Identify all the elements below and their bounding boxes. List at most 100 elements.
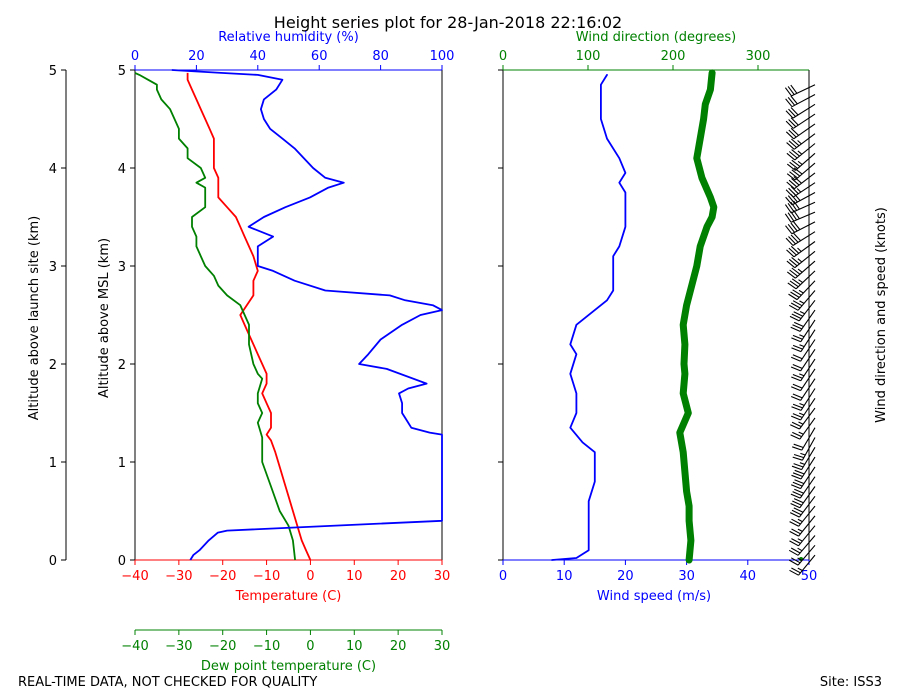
- wind-barb-feather: [789, 171, 798, 179]
- wind-barb-staff: [790, 211, 816, 223]
- wind-barb: [788, 544, 816, 566]
- wind-barb-feather: [784, 213, 792, 223]
- wind-barb: [791, 329, 816, 353]
- dewpoint-tick-label: −10: [253, 639, 280, 654]
- temperature-tick-label: 30: [434, 569, 451, 584]
- wind-barb: [785, 231, 816, 246]
- wind-barb-feather: [790, 245, 800, 254]
- launch-tick-label: 5: [49, 64, 57, 79]
- wind-barb-feather: [785, 131, 795, 140]
- wind-barb-feather: [792, 373, 803, 379]
- wind-barb-half-feather: [797, 150, 803, 155]
- wind-barb-staff: [797, 535, 816, 556]
- wind-barb-feather: [790, 356, 801, 362]
- wind-barb-feather: [786, 173, 796, 181]
- wind-barb-feather: [792, 363, 803, 369]
- wind-barb: [791, 447, 816, 471]
- wind-speed-tick-label: 20: [617, 569, 634, 584]
- temperature-tick-label: 20: [390, 569, 407, 584]
- wind-barb-feather: [785, 98, 793, 108]
- launch-tick-label: 3: [49, 260, 57, 275]
- wind-barb-feather: [788, 151, 798, 159]
- wind-barb-feather: [791, 149, 800, 157]
- wind-barb-half-feather: [798, 431, 804, 435]
- wind-barb-feather: [791, 347, 802, 353]
- wind-barb-feather: [792, 289, 802, 296]
- wind-barb-feather: [794, 469, 805, 475]
- wind-barb-feather: [789, 315, 800, 322]
- wind-barb-feather: [787, 282, 797, 290]
- wind-barb-staff: [800, 378, 816, 401]
- wind-barb-staff: [800, 368, 816, 391]
- wind-barb-feather: [790, 434, 801, 440]
- wind-barb-feather: [791, 337, 802, 343]
- wind-barb-feather: [791, 474, 802, 480]
- temperature-axis-label: Temperature (C): [235, 589, 342, 604]
- wind-barb-feather: [790, 493, 801, 499]
- wind-barb-feather: [789, 280, 799, 288]
- wind-barb: [790, 378, 816, 401]
- wind-barb-feather: [787, 86, 795, 95]
- wind-barb: [791, 456, 816, 480]
- wind-barb-feather: [791, 278, 801, 286]
- thermo-panel: 0 1 2 3 4 5 Altitude above MSL (km) 0 1 2 3 4 5 Altit…: [27, 30, 454, 674]
- wind-barb-staff: [796, 280, 816, 300]
- wind-barb-feather: [792, 344, 803, 350]
- wind-barb: [786, 162, 816, 181]
- wind-barb: [786, 143, 816, 161]
- wind-barb-staff: [799, 309, 816, 332]
- wind-barb-feather: [791, 528, 801, 535]
- wind-barb: [790, 309, 816, 332]
- wind-barb-half-feather: [797, 567, 803, 571]
- wind-barb-feather: [790, 366, 801, 372]
- wind-barb-staff: [799, 417, 816, 440]
- wind-barb-half-feather: [799, 300, 805, 304]
- wind-barb-feather: [791, 376, 801, 382]
- dewpoint-line: [134, 72, 296, 561]
- launch-tick-label: 2: [49, 358, 57, 373]
- wind-barb-feather: [786, 152, 796, 161]
- wind-barb-feather: [793, 221, 801, 230]
- wind-barb-feather: [785, 189, 794, 198]
- wind-barb-staff: [800, 466, 816, 489]
- wind-barb-feather: [790, 117, 799, 126]
- wind-barb-feather: [793, 463, 804, 468]
- wind-barb-half-feather: [799, 344, 805, 348]
- wind-barb-feather: [791, 313, 802, 319]
- wind-speed-tick-label: 40: [740, 569, 757, 584]
- dewpoint-tick-label: −20: [209, 639, 236, 654]
- wind-barb-staff: [799, 407, 816, 430]
- wind-barb-feather: [792, 491, 803, 497]
- wind-barb-feather: [792, 472, 803, 478]
- dewpoint-tick-label: 30: [434, 639, 451, 654]
- wind-barb-feather: [788, 304, 799, 311]
- rh-tick-label: 40: [250, 49, 267, 64]
- wind-barb-feather: [784, 204, 792, 214]
- wind-barb-feather: [793, 311, 804, 317]
- wind-barb-feather: [790, 95, 798, 105]
- wind-barb-feather: [788, 236, 796, 245]
- msl-tick-label: 1: [118, 456, 126, 471]
- rh-tick-label: 20: [188, 49, 205, 64]
- wind-speed-tick-label: 30: [678, 569, 695, 584]
- wind-barb-feather: [786, 260, 796, 269]
- wind-barb-feather: [790, 502, 801, 509]
- wind-barb-staff: [800, 348, 816, 372]
- wind-barb-staff: [799, 476, 816, 499]
- wind-barb-half-feather: [797, 160, 803, 165]
- wind-barb: [789, 505, 816, 527]
- wind-barb-feather: [789, 269, 798, 277]
- wind-barb-feather: [790, 302, 801, 309]
- wind-barb-feather: [790, 107, 799, 116]
- rh-axis-label: Relative humidity (%): [218, 30, 359, 45]
- wind-barb-feather: [788, 559, 799, 566]
- wind-barb-feather: [790, 424, 800, 430]
- wind-barb-feather: [792, 300, 803, 307]
- wind-barb-feather: [792, 334, 803, 340]
- wind-barb-feather: [788, 108, 796, 117]
- wind-barb-staff: [801, 447, 816, 470]
- wind-barb-half-feather: [799, 373, 805, 377]
- wind-barb-feather: [790, 415, 801, 421]
- wind-barb-staff: [800, 339, 816, 362]
